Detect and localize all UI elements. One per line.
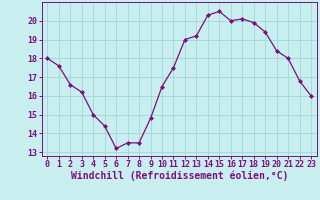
- X-axis label: Windchill (Refroidissement éolien,°C): Windchill (Refroidissement éolien,°C): [70, 171, 288, 181]
